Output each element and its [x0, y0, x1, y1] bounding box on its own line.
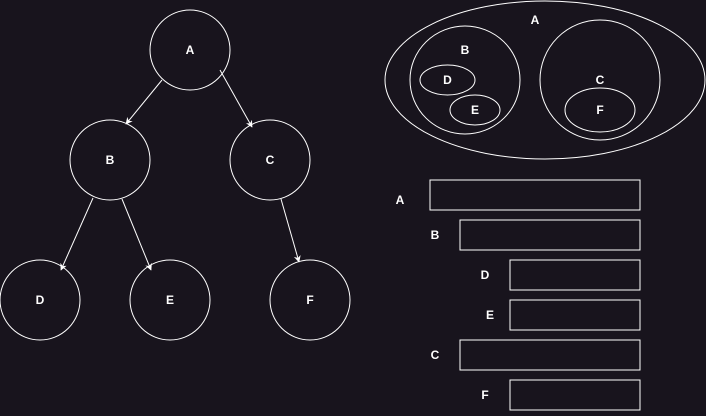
list-item-c-label: C	[431, 348, 440, 362]
tree-node-b: B	[69, 119, 151, 201]
tree-node-e-circle	[129, 259, 211, 341]
set-e-label: E	[471, 103, 479, 117]
list-item-a-label: A	[396, 193, 405, 207]
list-item-d-label: D	[481, 268, 490, 282]
tree-node-f: F	[269, 259, 351, 341]
nested-sets-diagram: A B D E C F	[384, 0, 706, 160]
set-c-label: C	[596, 73, 605, 87]
tree-edge-a-c	[219, 69, 253, 128]
tree-node-a: A	[149, 9, 231, 91]
tree-diagram: A B C D E F	[0, 9, 351, 341]
set-e-ellipse	[449, 94, 501, 126]
set-b-label: B	[461, 43, 470, 57]
tree-edges	[60, 69, 301, 271]
set-c-ellipse	[539, 19, 661, 141]
list-item-c: C	[431, 339, 641, 371]
tree-node-e-label: E	[166, 293, 174, 307]
tree-node-b-label: B	[106, 153, 115, 167]
list-item-f-label: F	[481, 388, 488, 402]
list-item-c-box	[459, 339, 641, 371]
set-a-label: A	[531, 13, 540, 27]
indented-list-diagram: A B D E C F	[396, 179, 641, 411]
list-item-e: E	[486, 299, 641, 331]
tree-edge-b-d	[60, 197, 94, 271]
tree-node-f-circle	[269, 259, 351, 341]
tree-node-c: C	[229, 119, 311, 201]
tree-node-a-circle	[149, 9, 231, 91]
tree-node-e: E	[129, 259, 211, 341]
list-item-e-label: E	[486, 308, 494, 322]
list-item-e-box	[509, 299, 641, 331]
set-b-ellipse	[409, 25, 521, 135]
set-f-ellipse	[564, 87, 636, 133]
tree-edge-b-e	[121, 198, 152, 271]
set-d-label: D	[443, 73, 452, 87]
list-item-a: A	[396, 179, 641, 211]
tree-node-a-label: A	[186, 43, 195, 57]
list-item-b-label: B	[431, 228, 440, 242]
list-item-a-box	[429, 179, 641, 211]
set-a-ellipse	[384, 0, 706, 160]
tree-node-d: D	[0, 259, 81, 341]
list-item-f: F	[481, 379, 641, 411]
list-item-b-box	[459, 219, 641, 251]
tree-node-d-label: D	[36, 293, 45, 307]
list-item-d: D	[481, 259, 641, 291]
tree-node-c-circle	[229, 119, 311, 201]
tree-node-b-circle	[69, 119, 151, 201]
list-item-d-box	[509, 259, 641, 291]
tree-node-d-circle	[0, 259, 81, 341]
tree-edge-a-b	[125, 79, 163, 125]
tree-node-c-label: C	[266, 153, 275, 167]
tree-edge-c-f	[280, 198, 301, 263]
list-item-f-box	[509, 379, 641, 411]
set-d-ellipse	[419, 64, 476, 96]
set-f-label: F	[596, 103, 603, 117]
list-item-b: B	[431, 219, 641, 251]
tree-node-f-label: F	[306, 293, 313, 307]
